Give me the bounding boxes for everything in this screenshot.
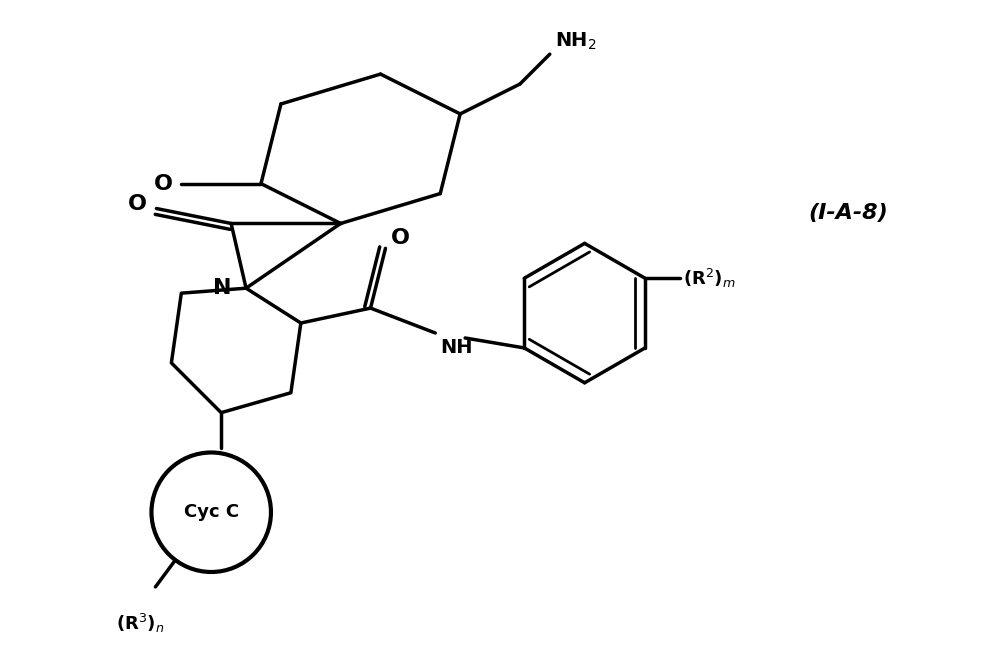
Text: O: O: [390, 228, 409, 249]
Text: NH$_2$: NH$_2$: [555, 31, 596, 52]
Text: (R$^2$)$_m$: (R$^2$)$_m$: [683, 267, 735, 290]
Text: Cyc C: Cyc C: [184, 503, 239, 521]
Text: O: O: [154, 174, 173, 194]
Text: NH: NH: [440, 338, 473, 357]
Text: N: N: [213, 278, 231, 298]
Text: (R$^3$)$_n$: (R$^3$)$_n$: [116, 612, 165, 635]
Text: (I-A-8): (I-A-8): [809, 204, 888, 223]
Text: O: O: [127, 194, 146, 213]
